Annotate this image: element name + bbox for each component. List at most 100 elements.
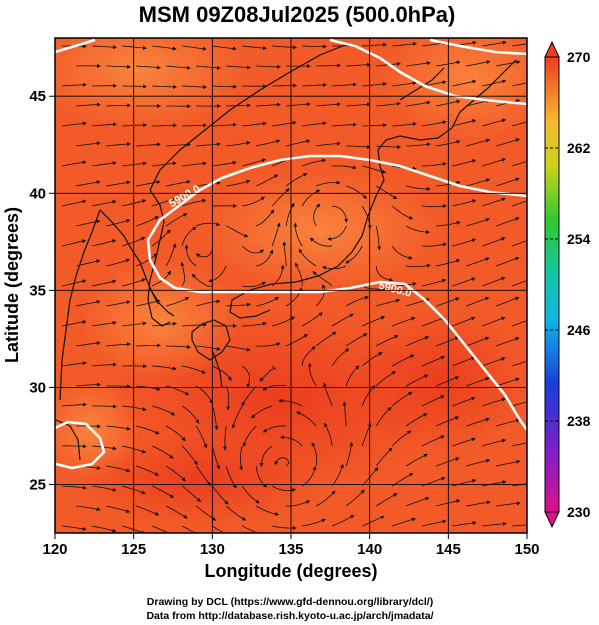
wind-streamline (256, 102, 281, 107)
wind-streamline (136, 505, 160, 516)
wind-streamline (62, 239, 87, 247)
wind-streamline (466, 217, 490, 227)
wind-streamline (242, 425, 257, 447)
wind-streamline (242, 525, 266, 533)
wind-streamline (392, 354, 415, 367)
wind-streamline (406, 100, 431, 107)
wind-streamline (331, 463, 344, 487)
wind-streamline (482, 316, 506, 327)
wind-streamline (302, 121, 327, 127)
wind-streamline (466, 458, 491, 467)
wind-streamline (392, 122, 417, 127)
wind-streamline (241, 365, 251, 388)
wind-streamline (181, 226, 197, 247)
wind-streamline (346, 295, 370, 307)
wind-streamline (316, 63, 341, 68)
wind-streamline (182, 365, 206, 374)
wind-streamline (151, 229, 171, 247)
wind-streamline (152, 197, 176, 207)
wind-streamline (302, 44, 327, 49)
wind-streamline (496, 217, 520, 227)
wind-streamline (362, 42, 387, 47)
wind-streamline (452, 521, 477, 527)
colorbar-tick-label: 254 (567, 231, 591, 247)
wind-streamline (256, 64, 281, 69)
wind-streamline (92, 239, 117, 247)
wind-streamline (165, 243, 177, 267)
wind-streamline (106, 505, 131, 514)
wind-streamline (62, 361, 87, 367)
wind-streamline (361, 385, 376, 407)
wind-streamline (256, 174, 279, 187)
y-tick-label: 25 (29, 476, 46, 493)
wind-streamline (106, 258, 131, 267)
wind-streamline (152, 123, 177, 128)
wind-streamline (312, 271, 333, 287)
wind-streamline (136, 180, 161, 187)
wind-streamline (452, 199, 477, 207)
wind-streamline (332, 205, 349, 223)
height-contours (55, 38, 527, 470)
wind-streamline (436, 376, 460, 387)
wind-streamline (295, 262, 303, 286)
wind-streamline (181, 485, 202, 503)
wind-streamline (346, 144, 371, 149)
wind-streamline (422, 242, 447, 247)
wind-streamline (302, 518, 326, 527)
wind-streamline (362, 82, 387, 87)
colorbar-tick-label: 246 (567, 322, 591, 338)
wind-streamline (182, 198, 207, 207)
wind-streamline (106, 384, 131, 389)
wind-streamline (92, 122, 117, 127)
wind-streamline (166, 297, 190, 307)
wind-streamline (212, 122, 237, 127)
wind-streamline (392, 81, 417, 87)
wind-streamline (166, 344, 191, 349)
wind-streamline (76, 102, 101, 107)
wind-streamline (332, 82, 357, 87)
wind-streamline (375, 225, 382, 251)
y-tick-label: 45 (29, 88, 46, 105)
wind-streamline (466, 417, 490, 427)
wind-streamline (122, 123, 147, 128)
wind-streamline (406, 336, 430, 347)
wind-streamline (272, 525, 297, 531)
wind-streamline (452, 396, 476, 407)
wind-streamline (496, 377, 520, 387)
wind-streamline (316, 102, 341, 107)
wind-streamline (345, 333, 368, 347)
wind-streamline (422, 316, 446, 327)
wind-streamline (452, 316, 476, 327)
x-tick-label: 150 (514, 541, 539, 558)
wind-streamline (136, 425, 160, 435)
wind-streamline (422, 120, 447, 127)
wind-streamline (212, 45, 237, 51)
wind-streamline (422, 519, 447, 527)
colorbar-tick-label: 230 (567, 504, 591, 520)
coastlines (55, 44, 517, 461)
wind-streamline (362, 316, 386, 327)
wind-streamline (136, 253, 158, 267)
wind-streamline (405, 413, 428, 427)
wind-streamline (166, 425, 186, 442)
wind-streamline (361, 422, 372, 447)
wind-streamline (76, 299, 101, 307)
wind-streamline (92, 161, 117, 167)
wind-streamline (255, 505, 280, 516)
wind-streamline (184, 244, 197, 267)
wind-streamline (256, 209, 275, 227)
wind-streamline (225, 385, 231, 411)
wind-streamline (406, 374, 429, 387)
wind-streamline (307, 362, 317, 387)
wind-streamline (286, 102, 311, 107)
wind-streamline (311, 442, 318, 467)
wind-streamline (226, 65, 251, 70)
wind-streamline (106, 465, 131, 473)
wind-streamline (375, 371, 396, 387)
wind-streamline (92, 279, 117, 287)
wind-streamline (496, 138, 520, 147)
wind-streamline (272, 83, 297, 88)
wind-streamline (196, 299, 221, 307)
wind-streamline (106, 64, 131, 69)
y-axis-label: Latitude (degrees) (2, 207, 22, 363)
